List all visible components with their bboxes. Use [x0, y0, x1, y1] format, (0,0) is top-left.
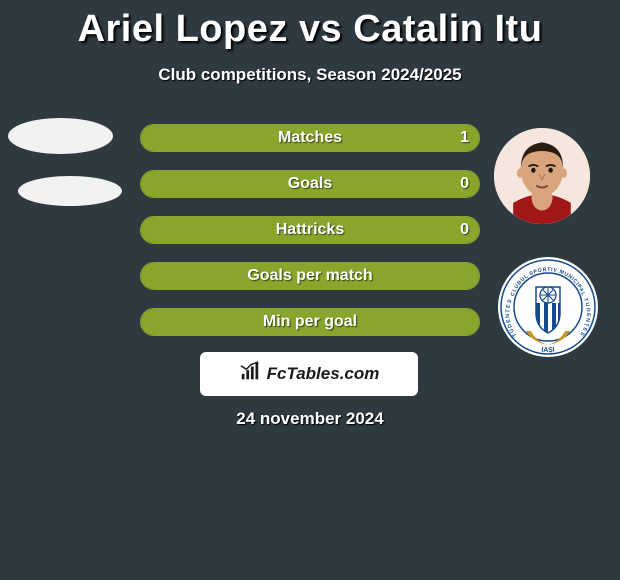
stat-right-value: 0 [460, 217, 469, 243]
subtitle: Club competitions, Season 2024/2025 [0, 65, 620, 85]
bar-chart-icon [239, 361, 261, 388]
stat-row-goals-per-match: Goals per match [140, 262, 480, 290]
club-badge-right: CLUBUL SPORTIV MUNICIPAL STUDENȚESC STUD… [498, 257, 598, 357]
stat-label: Min per goal [263, 313, 357, 331]
stat-right-value: 1 [460, 125, 469, 151]
date-label: 24 november 2024 [0, 409, 620, 429]
stat-label: Matches [278, 129, 342, 147]
stat-row-goals: Goals 0 [140, 170, 480, 198]
player-left-placeholder-1 [8, 118, 113, 154]
stat-row-matches: Matches 1 [140, 124, 480, 152]
stat-row-hattricks: Hattricks 0 [140, 216, 480, 244]
stat-row-min-per-goal: Min per goal [140, 308, 480, 336]
brand-text: FcTables.com [267, 364, 380, 384]
page-title: Ariel Lopez vs Catalin Itu [0, 0, 620, 51]
stat-label: Goals [288, 175, 332, 193]
stats-list: Matches 1 Goals 0 Hattricks 0 Goals per … [140, 124, 480, 354]
player-left-placeholder-2 [18, 176, 122, 206]
player-right-portrait-icon [494, 128, 590, 224]
stat-right-value: 0 [460, 171, 469, 197]
brand-link[interactable]: FcTables.com [200, 352, 418, 396]
player-right-avatar [494, 128, 590, 224]
club-badge-icon: CLUBUL SPORTIV MUNICIPAL STUDENȚESC STUD… [498, 257, 598, 357]
stat-label: Goals per match [247, 267, 372, 285]
comparison-card: Ariel Lopez vs Catalin Itu Club competit… [0, 0, 620, 580]
stat-label: Hattricks [276, 221, 344, 239]
